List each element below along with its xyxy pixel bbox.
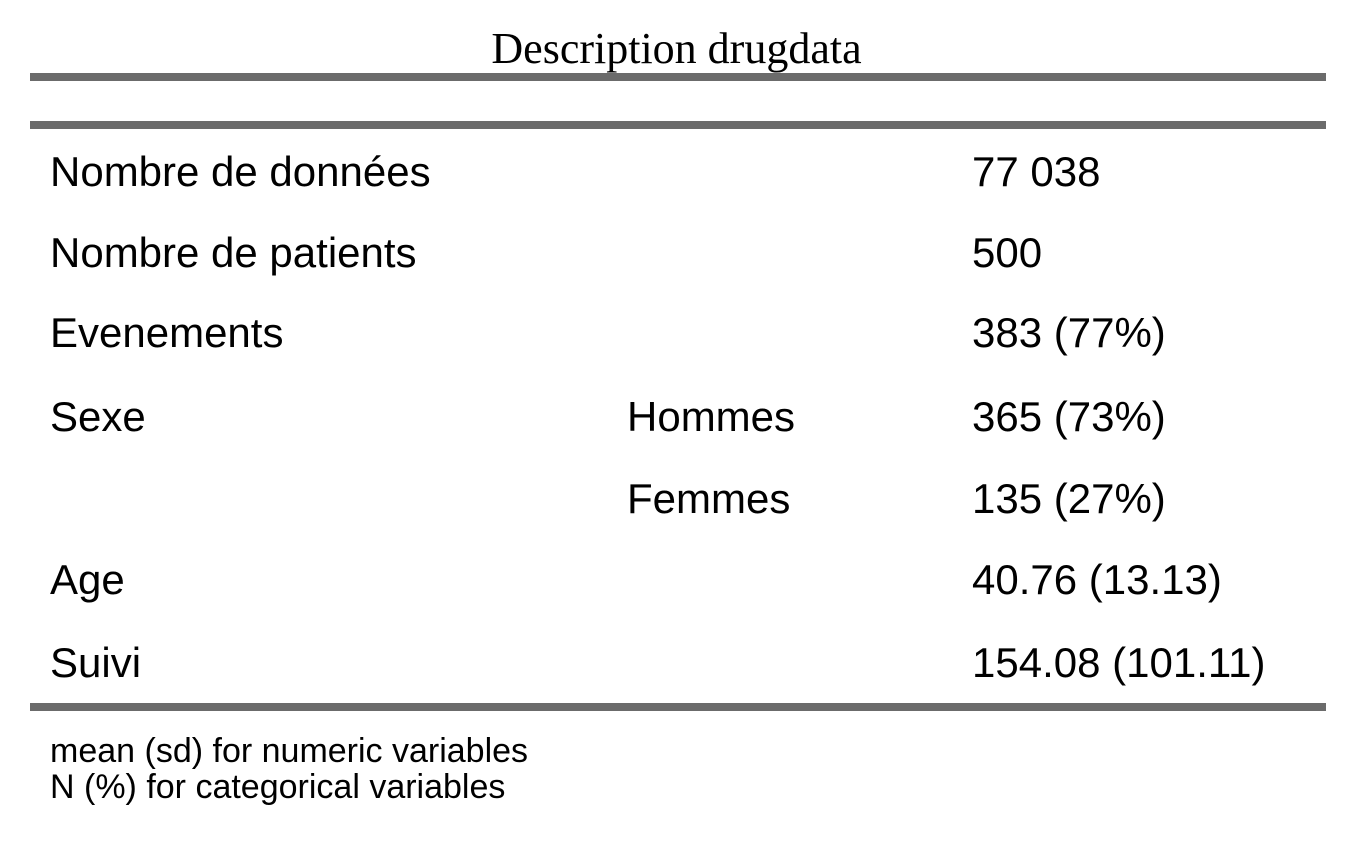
- row-label: Evenements: [50, 309, 284, 356]
- row-value: 500: [972, 229, 1043, 276]
- footnotes: mean (sd) for numeric variables N (%) fo…: [50, 733, 528, 805]
- row-value: 77 038: [972, 148, 1101, 195]
- row-label: Suivi: [50, 639, 142, 686]
- footnote: N (%) for categorical variables: [50, 768, 506, 806]
- row-value: 154.08 (101.11): [972, 639, 1266, 686]
- top-rule: [30, 73, 1326, 81]
- table-title: Description drugdata: [491, 24, 862, 73]
- footnote: mean (sd) for numeric variables: [50, 732, 529, 770]
- row-value: 40.76 (13.13): [972, 556, 1222, 603]
- header-rule: [30, 121, 1326, 129]
- row-label: Age: [50, 556, 125, 603]
- bottom-rule: [30, 703, 1326, 711]
- row-value: 383 (77%): [972, 309, 1166, 356]
- row-sublabel: Femmes: [627, 475, 791, 522]
- row-label: Sexe: [50, 393, 146, 440]
- row-label: Nombre de patients: [50, 229, 417, 276]
- row-value: 135 (27%): [972, 475, 1166, 522]
- row-value: 365 (73%): [972, 393, 1166, 440]
- row-label: Nombre de données: [50, 148, 431, 195]
- row-sublabel: Hommes: [627, 393, 796, 440]
